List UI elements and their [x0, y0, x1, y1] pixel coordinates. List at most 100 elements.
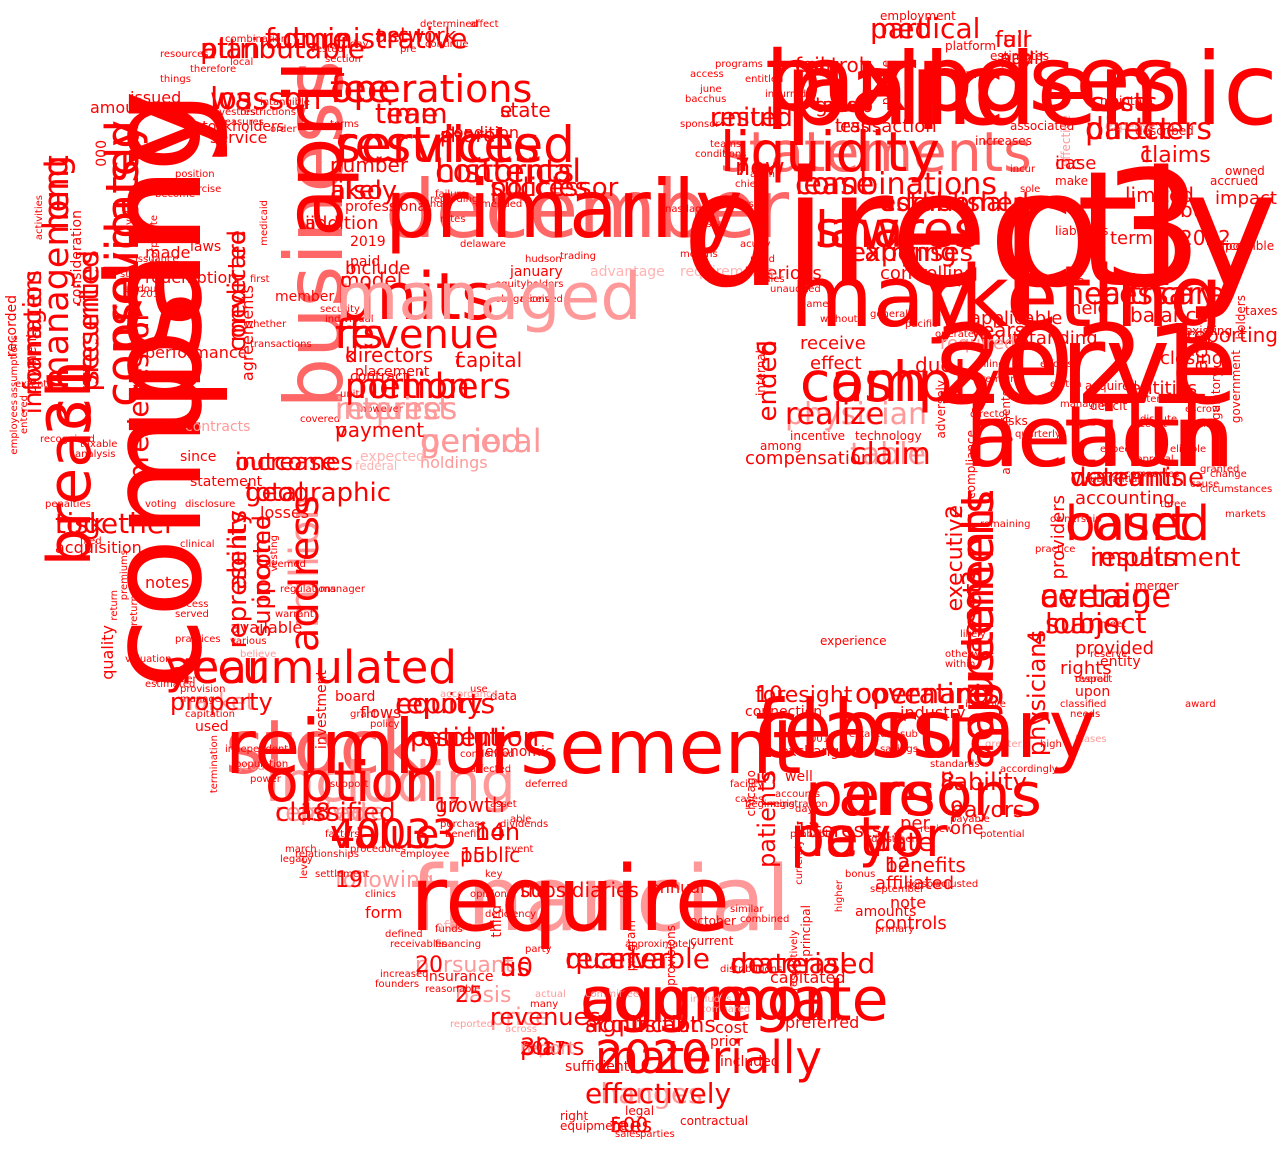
cloud-word: rate [1060, 274, 1085, 288]
cloud-word: non [475, 818, 521, 846]
cloud-word: combination [225, 34, 288, 45]
cloud-word: revenue [335, 312, 499, 358]
cloud-word: 30 [520, 1033, 551, 1061]
cloud-word: incentive [790, 429, 846, 443]
cloud-word: access [690, 69, 724, 80]
cloud-word: p [440, 123, 453, 147]
cloud-word: realize [785, 397, 885, 432]
cloud-word: attributable [200, 32, 365, 65]
cloud-word: nasdaq [665, 204, 702, 215]
cloud-word: party [525, 944, 552, 955]
cloud-word: 13 [795, 818, 821, 842]
cloud-word: including [265, 750, 516, 814]
cloud-word: partners [1085, 112, 1212, 147]
cloud-word: foresight [755, 683, 853, 708]
cloud-word: december [385, 163, 790, 256]
cloud-word: equityholders [495, 279, 564, 290]
cloud-word: successor [490, 173, 619, 203]
cloud-word: plans [520, 1033, 585, 1061]
cloud-word: impact [1215, 188, 1277, 209]
cloud-word: fees [610, 1113, 653, 1137]
cloud-word: 2020 [595, 1031, 710, 1084]
cloud-word: capitation [185, 709, 235, 720]
cloud-word: review [920, 824, 954, 835]
cloud-word: reported [450, 1019, 494, 1030]
cloud-word: june [700, 84, 722, 95]
cloud-word: analysis [75, 449, 116, 460]
cloud-word: reimbursement [225, 703, 802, 791]
cloud-word: meet [1100, 619, 1126, 630]
cloud-word: regulations [280, 584, 337, 595]
cloud-word: expense [1105, 119, 1156, 133]
cloud-word: general [420, 422, 542, 460]
cloud-word: certain [1040, 577, 1152, 615]
cloud-word: one [950, 818, 984, 839]
cloud-word: aggregate [580, 965, 889, 1035]
cloud-word: issued [130, 88, 182, 107]
cloud-word: measures [215, 117, 264, 128]
cloud-word: legal [625, 1104, 655, 1118]
cloud-word: received [520, 294, 563, 305]
cloud-word: leases [1075, 734, 1107, 745]
cloud-word: procedures [350, 844, 406, 855]
cloud-word: controls [875, 913, 947, 934]
cloud-word: service [210, 128, 268, 147]
cloud-word: asset [490, 799, 517, 810]
cloud-word: tax [765, 27, 909, 132]
cloud-word: network [375, 23, 457, 47]
cloud-word: shares [815, 201, 980, 259]
cloud-word: share [440, 123, 496, 147]
cloud-word: penalties [45, 499, 91, 510]
cloud-word: failure [435, 189, 467, 200]
cloud-word: exchange [780, 744, 848, 760]
cloud-word: rights [1060, 658, 1112, 679]
cloud-word: 500 [610, 1113, 649, 1137]
cloud-word: dr [122, 310, 155, 340]
cloud-word: intangible [260, 97, 310, 108]
cloud-word: merger [1135, 579, 1179, 593]
cloud-word: periods [755, 263, 822, 284]
cloud-word: 2018 [140, 289, 166, 300]
cloud-word: quarterly [1015, 429, 1061, 440]
cloud-word: healthcare [1065, 277, 1225, 312]
cloud-word: restrictions [240, 107, 296, 118]
cloud-word: cms [1175, 394, 1196, 405]
cloud-word: pacific [905, 319, 938, 330]
cloud-word: impairment [1090, 543, 1241, 573]
cloud-word: warrants [1070, 463, 1185, 493]
cloud-word: financing [435, 939, 482, 950]
cloud-word: benefit [445, 829, 481, 840]
cloud-word: accumulated [165, 641, 457, 694]
cloud-word: historical [435, 152, 582, 190]
cloud-word: technology [855, 429, 922, 443]
cloud-word: pre [400, 44, 417, 55]
cloud-word: managed [335, 260, 642, 335]
cloud-word: used [195, 719, 229, 735]
cloud-word: liability [940, 768, 1027, 796]
cloud-word: address [282, 495, 328, 653]
cloud-word: price [490, 1003, 550, 1031]
cloud-word: professional [345, 199, 430, 215]
cloud-word: state [500, 98, 551, 122]
cloud-word: performance [145, 343, 248, 362]
cloud-word: dividends [500, 819, 549, 830]
cloud-word: months [680, 249, 718, 260]
cloud-word: adverse [720, 199, 761, 210]
cloud-word: llc [895, 31, 1006, 148]
cloud-word: f [455, 348, 463, 372]
cloud-word: total [245, 478, 305, 508]
cloud-word: class [755, 683, 954, 776]
cloud-word: section [325, 54, 362, 65]
cloud-word: whether [245, 319, 287, 330]
cloud-word: us [500, 953, 531, 983]
cloud-word: many [530, 999, 559, 1010]
cloud-word: marketing [790, 248, 1224, 347]
cloud-word: 3 [958, 570, 988, 587]
cloud-word: potential [980, 829, 1025, 840]
cloud-word: entities [1130, 378, 1198, 399]
cloud-word: b [345, 258, 357, 279]
cloud-word: deficit [1090, 399, 1128, 413]
cloud-word: geographic [245, 478, 392, 508]
cloud-word: fee [330, 67, 391, 111]
cloud-word: contents [435, 152, 575, 190]
